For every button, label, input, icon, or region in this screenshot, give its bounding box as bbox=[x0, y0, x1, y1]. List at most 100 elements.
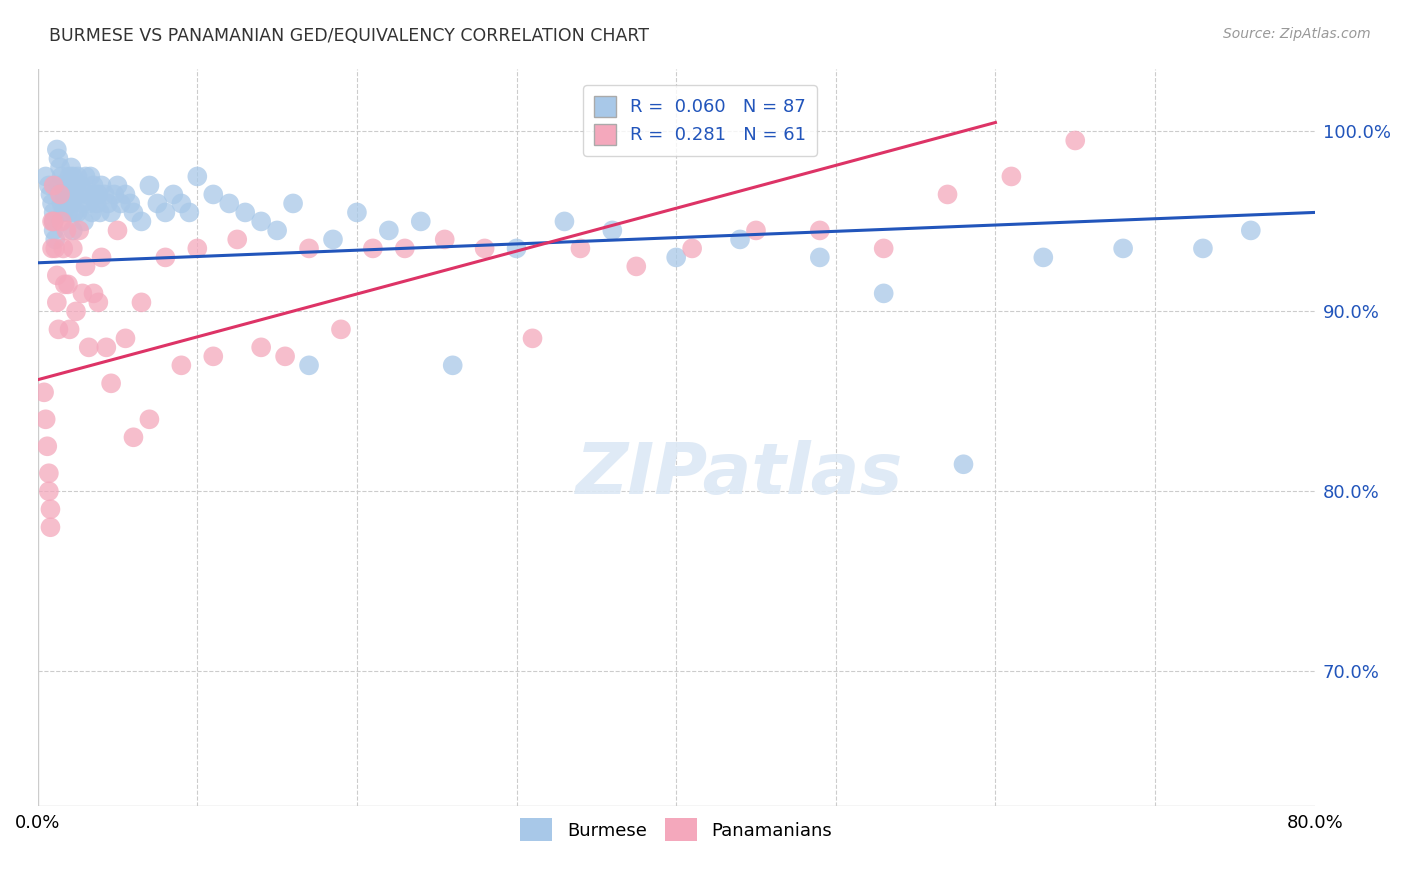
Point bbox=[67, 187, 90, 202]
Point bbox=[84, 187, 107, 202]
Point bbox=[266, 223, 288, 237]
Point bbox=[60, 161, 83, 175]
Point bbox=[170, 196, 193, 211]
Point bbox=[138, 178, 160, 193]
Point bbox=[34, 412, 56, 426]
Point bbox=[433, 232, 456, 246]
Point bbox=[1064, 133, 1087, 147]
Point bbox=[474, 241, 496, 255]
Point bbox=[346, 205, 368, 219]
Point bbox=[728, 232, 751, 246]
Point bbox=[77, 340, 100, 354]
Point bbox=[59, 169, 82, 184]
Point bbox=[72, 196, 94, 211]
Point bbox=[745, 223, 768, 237]
Point bbox=[45, 143, 67, 157]
Point bbox=[114, 331, 136, 345]
Point bbox=[110, 196, 132, 211]
Point bbox=[441, 359, 464, 373]
Point bbox=[45, 268, 67, 283]
Point bbox=[66, 169, 89, 184]
Point bbox=[41, 214, 63, 228]
Point bbox=[42, 178, 65, 193]
Point bbox=[39, 520, 62, 534]
Point bbox=[37, 439, 59, 453]
Point bbox=[553, 214, 575, 228]
Point bbox=[77, 196, 100, 211]
Point bbox=[202, 349, 225, 363]
Point bbox=[90, 251, 112, 265]
Point bbox=[89, 205, 111, 219]
Point bbox=[55, 178, 77, 193]
Point bbox=[51, 196, 73, 211]
Point bbox=[131, 295, 153, 310]
Point bbox=[42, 205, 65, 219]
Point bbox=[49, 187, 72, 202]
Point bbox=[56, 277, 79, 292]
Point bbox=[42, 214, 65, 228]
Point bbox=[114, 187, 136, 202]
Point bbox=[569, 241, 592, 255]
Point bbox=[808, 223, 831, 237]
Point bbox=[44, 232, 66, 246]
Point bbox=[38, 484, 60, 499]
Point bbox=[83, 178, 105, 193]
Text: BURMESE VS PANAMANIAN GED/EQUIVALENCY CORRELATION CHART: BURMESE VS PANAMANIAN GED/EQUIVALENCY CO… bbox=[49, 27, 650, 45]
Point bbox=[38, 178, 60, 193]
Point bbox=[63, 187, 86, 202]
Point bbox=[59, 322, 82, 336]
Point bbox=[186, 169, 208, 184]
Point bbox=[86, 196, 108, 211]
Point bbox=[1032, 251, 1054, 265]
Point bbox=[122, 430, 145, 444]
Point bbox=[626, 260, 648, 274]
Point bbox=[107, 223, 129, 237]
Point bbox=[298, 241, 321, 255]
Text: ZIPatlas: ZIPatlas bbox=[576, 440, 904, 508]
Point bbox=[218, 196, 240, 211]
Point bbox=[226, 232, 249, 246]
Point bbox=[107, 178, 129, 193]
Point bbox=[1000, 169, 1022, 184]
Point bbox=[79, 169, 101, 184]
Point bbox=[59, 187, 82, 202]
Point bbox=[1112, 241, 1135, 255]
Point bbox=[808, 251, 831, 265]
Point bbox=[72, 286, 94, 301]
Point bbox=[52, 205, 75, 219]
Point bbox=[522, 331, 544, 345]
Point bbox=[44, 241, 66, 255]
Point bbox=[250, 340, 273, 354]
Point bbox=[49, 161, 72, 175]
Point bbox=[75, 260, 97, 274]
Point bbox=[66, 205, 89, 219]
Point bbox=[873, 286, 896, 301]
Point bbox=[63, 205, 86, 219]
Point bbox=[52, 178, 75, 193]
Point bbox=[202, 187, 225, 202]
Point bbox=[250, 214, 273, 228]
Point bbox=[65, 178, 87, 193]
Point bbox=[65, 304, 87, 318]
Point bbox=[42, 223, 65, 237]
Point bbox=[409, 214, 432, 228]
Point bbox=[170, 359, 193, 373]
Point bbox=[60, 196, 83, 211]
Point bbox=[952, 457, 974, 471]
Point bbox=[1192, 241, 1215, 255]
Point bbox=[67, 223, 90, 237]
Point bbox=[38, 467, 60, 481]
Point bbox=[330, 322, 353, 336]
Point bbox=[505, 241, 527, 255]
Point bbox=[45, 295, 67, 310]
Point bbox=[97, 196, 120, 211]
Point bbox=[62, 223, 84, 237]
Point bbox=[138, 412, 160, 426]
Point bbox=[361, 241, 384, 255]
Point bbox=[100, 376, 122, 391]
Point bbox=[155, 251, 177, 265]
Point bbox=[322, 232, 344, 246]
Legend: R =  0.060   N = 87, R =  0.281   N = 61: R = 0.060 N = 87, R = 0.281 N = 61 bbox=[583, 85, 817, 155]
Point bbox=[103, 187, 125, 202]
Point bbox=[41, 196, 63, 211]
